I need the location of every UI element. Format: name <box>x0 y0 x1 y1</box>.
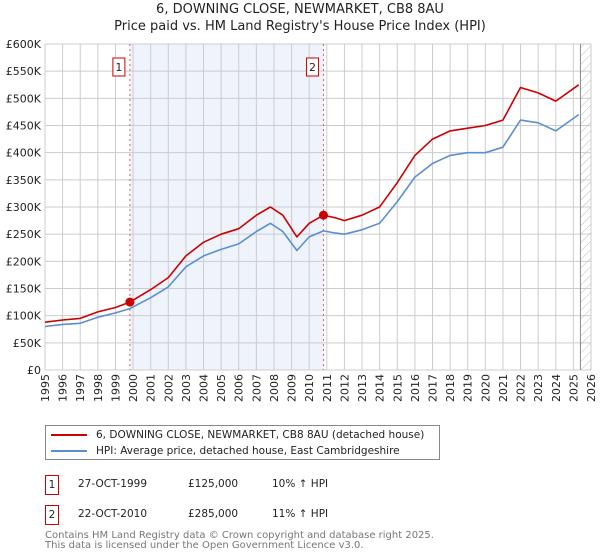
legend-item-hpi: HPI: Average price, detached house, East… <box>51 445 400 457</box>
y-tick-label: £400K <box>6 147 42 160</box>
x-tick-label: 2015 <box>391 374 404 402</box>
x-tick-label: 1997 <box>74 374 87 402</box>
y-tick-label: £300K <box>6 201 42 214</box>
x-tick-label: 2000 <box>127 374 140 402</box>
transaction-marker-badge <box>112 57 126 77</box>
x-tick-label: 2004 <box>198 374 211 402</box>
legend-label: HPI: Average price, detached house, East… <box>96 445 400 457</box>
transaction-marker-label: 2 <box>309 61 316 74</box>
property-series-line <box>44 84 580 323</box>
y-tick-label: £550K <box>6 65 42 78</box>
transaction-price: £285,000 <box>188 508 239 520</box>
chart-title: 6, DOWNING CLOSE, NEWMARKET, CB8 8AU <box>156 2 444 17</box>
x-tick-label: 2008 <box>268 374 281 402</box>
x-tick-label: 2005 <box>215 374 228 402</box>
x-tick-label: 1999 <box>109 374 122 402</box>
price-chart: 1995 1996 1997 1998 1999 2000 2001 2002 2003 2004… <box>6 38 598 402</box>
legend-item-property: 6, DOWNING CLOSE, NEWMARKET, CB8 8AU (de… <box>51 429 424 441</box>
y-tick-label: £150K <box>6 283 42 296</box>
chart-subtitle: Price paid vs. HM Land Registry's House … <box>114 19 486 34</box>
y-tick-label: £100K <box>6 310 42 323</box>
x-tick-label: 2014 <box>374 374 387 402</box>
x-tick-label: 2022 <box>515 374 528 402</box>
y-tick-label: £500K <box>6 92 42 105</box>
x-tick-label: 1995 <box>39 374 52 402</box>
x-tick-label: 2025 <box>567 374 580 402</box>
transaction-delta: 10% ↑ HPI <box>272 478 329 490</box>
transaction-marker-label: 1 <box>115 61 122 74</box>
transaction-badge: 2 <box>45 505 59 525</box>
x-tick-label: 2018 <box>444 374 457 402</box>
transaction-price: £125,000 <box>188 478 239 490</box>
hpi-series-line <box>44 113 580 328</box>
x-tick-label: 2003 <box>180 374 193 402</box>
legend-label: 6, DOWNING CLOSE, NEWMARKET, CB8 8AU (de… <box>96 429 425 441</box>
y-tick-label: £200K <box>6 255 42 268</box>
y-tick-label: £250K <box>6 228 42 241</box>
footer: Contains HM Land Registry data © Crown c… <box>45 531 434 551</box>
x-tick-label: 2011 <box>321 374 334 402</box>
x-tick-label: 2007 <box>250 374 263 402</box>
y-tick-label: £450K <box>6 120 42 133</box>
transaction-delta: 11% ↑ HPI <box>272 508 329 520</box>
x-tick-label: 2024 <box>550 374 563 402</box>
transaction-date: 27-OCT-1999 <box>78 478 147 490</box>
x-tick-label: 2002 <box>162 374 175 402</box>
sale-point <box>318 210 328 220</box>
legend-swatch-red <box>51 434 87 436</box>
transaction-marker-badge <box>305 57 319 77</box>
y-tick-label: £50K <box>13 337 42 350</box>
transaction-badge: 1 <box>45 475 59 495</box>
x-tick-label: 2001 <box>145 374 158 402</box>
x-tick-label: 1996 <box>57 374 70 402</box>
x-tick-label: 2020 <box>479 374 492 402</box>
x-tick-label: 2010 <box>303 374 316 402</box>
y-tick-label: £0 <box>27 364 41 377</box>
y-tick-label: £350K <box>6 174 42 187</box>
x-tick-label: 2026 <box>585 374 598 402</box>
x-tick-label: 2019 <box>462 374 475 402</box>
footer-licence: This data is licensed under the Open Gov… <box>45 540 364 551</box>
x-tick-label: 2013 <box>356 374 369 402</box>
legend: 6, DOWNING CLOSE, NEWMARKET, CB8 8AU (de… <box>45 425 440 460</box>
x-tick-label: 2012 <box>338 374 351 402</box>
x-tick-label: 1998 <box>92 374 105 402</box>
sale-point <box>125 297 135 307</box>
x-tick-label: 2016 <box>409 374 422 402</box>
legend-swatch-blue <box>51 450 87 452</box>
x-tick-label: 2009 <box>286 374 299 402</box>
x-tick-label: 2006 <box>233 374 246 402</box>
x-tick-label: 2021 <box>497 374 510 402</box>
y-tick-label: £600K <box>6 38 42 51</box>
x-tick-label: 2023 <box>532 374 545 402</box>
x-tick-label: 2017 <box>426 374 439 402</box>
footer-copyright: Contains HM Land Registry data © Crown c… <box>45 530 434 541</box>
transaction-date: 22-OCT-2010 <box>78 508 147 520</box>
